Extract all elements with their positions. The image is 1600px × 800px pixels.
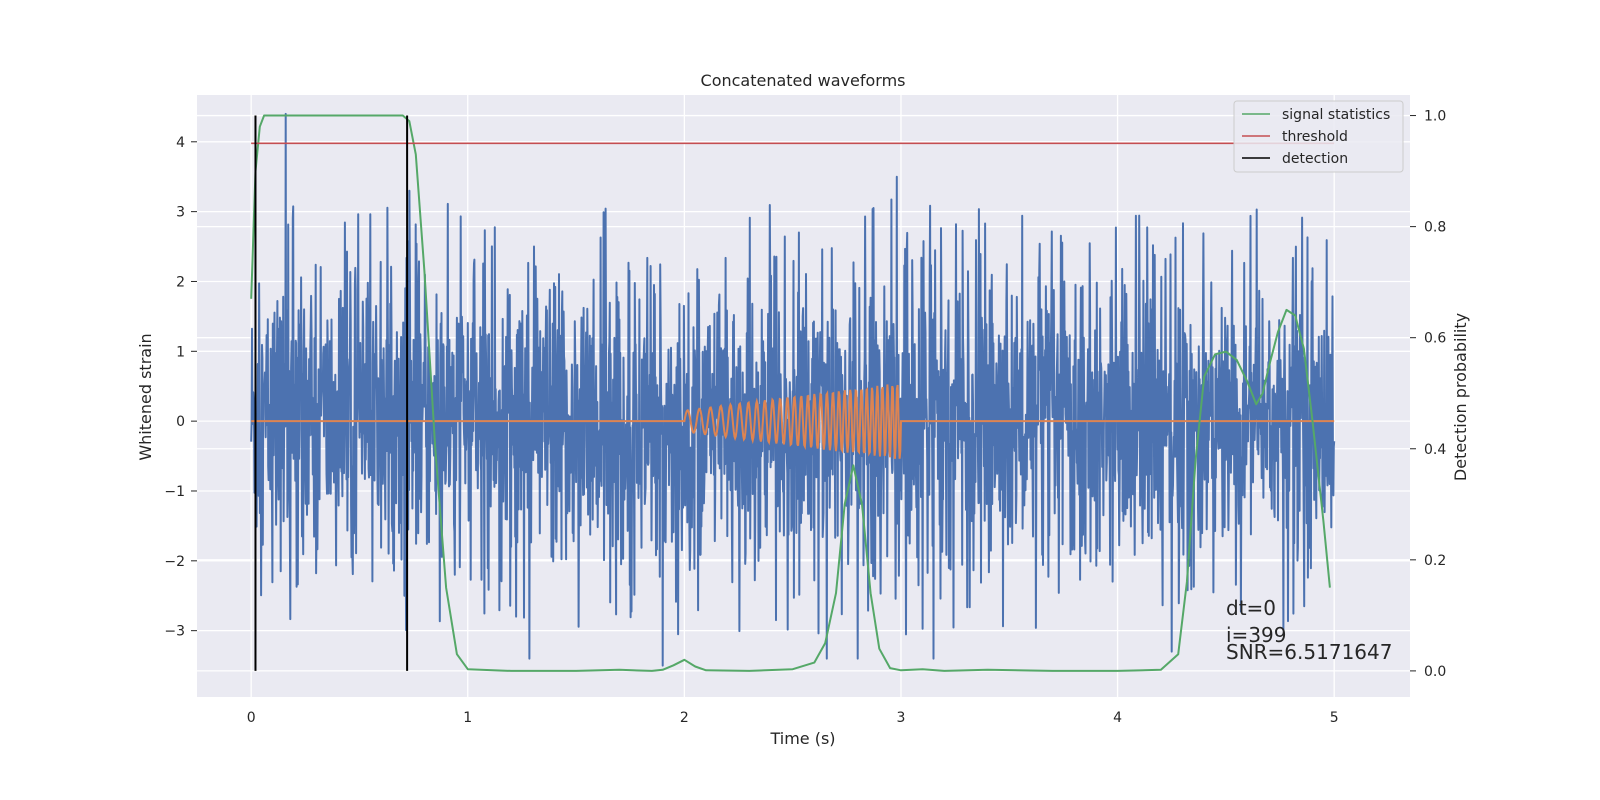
annotation-box: dt=0 i=399 SNR=6.5171647	[1226, 596, 1392, 664]
x-tick-label: 2	[680, 710, 689, 726]
x-axis-ticks: 0 1 2 3 4 5	[247, 710, 1339, 726]
chart-title: Concatenated waveforms	[701, 71, 906, 90]
y2-tick-label: 1.0	[1424, 109, 1446, 125]
x-tick-label: 4	[1113, 710, 1122, 726]
y-tick-label: 2	[176, 274, 185, 290]
y2-tick-label: 0.8	[1424, 220, 1446, 236]
x-axis-label: Time (s)	[769, 729, 835, 748]
y-tick-label: −2	[164, 554, 185, 570]
y2-tick-label: 0.2	[1424, 553, 1446, 569]
y-tick-label: −3	[164, 624, 185, 640]
y2-tick-label: 0.4	[1424, 442, 1446, 458]
annotation-snr: SNR=6.5171647	[1226, 640, 1392, 664]
signal-statistics-line	[250, 114, 1331, 672]
y-axis-ticks: −3 −2 −1 0 1 2 3 4	[164, 135, 197, 640]
noise-series-line	[250, 112, 1336, 667]
y-tick-label: 1	[176, 344, 185, 360]
y-tick-label: 3	[176, 205, 185, 221]
y-tick-label: 4	[176, 135, 185, 151]
y-tick-label: 0	[176, 414, 185, 430]
y2-tick-label: 0.6	[1424, 331, 1446, 347]
x-tick-label: 0	[247, 710, 256, 726]
x-tick-label: 1	[463, 710, 472, 726]
y-tick-label: −1	[164, 484, 185, 500]
plot-area	[250, 112, 1336, 672]
injection-series-line	[251, 384, 1335, 459]
y2-axis-label: Detection probability	[1451, 313, 1470, 481]
x-tick-label: 3	[897, 710, 906, 726]
y2-tick-label: 0.0	[1424, 664, 1446, 680]
legend-label-threshold: threshold	[1282, 129, 1348, 145]
annotation-dt: dt=0	[1226, 596, 1276, 620]
legend-frame	[1233, 100, 1404, 173]
legend: signal statistics threshold detection	[1233, 100, 1404, 173]
annotation-index: i=399	[1226, 623, 1287, 647]
legend-label-detection: detection	[1282, 151, 1348, 167]
x-tick-label: 5	[1330, 710, 1339, 726]
y2-axis-ticks: 0.0 0.2 0.4 0.6 0.8 1.0	[1410, 109, 1446, 680]
y-axis-label: Whitened strain	[136, 333, 155, 460]
legend-label-signal-statistics: signal statistics	[1282, 107, 1390, 123]
